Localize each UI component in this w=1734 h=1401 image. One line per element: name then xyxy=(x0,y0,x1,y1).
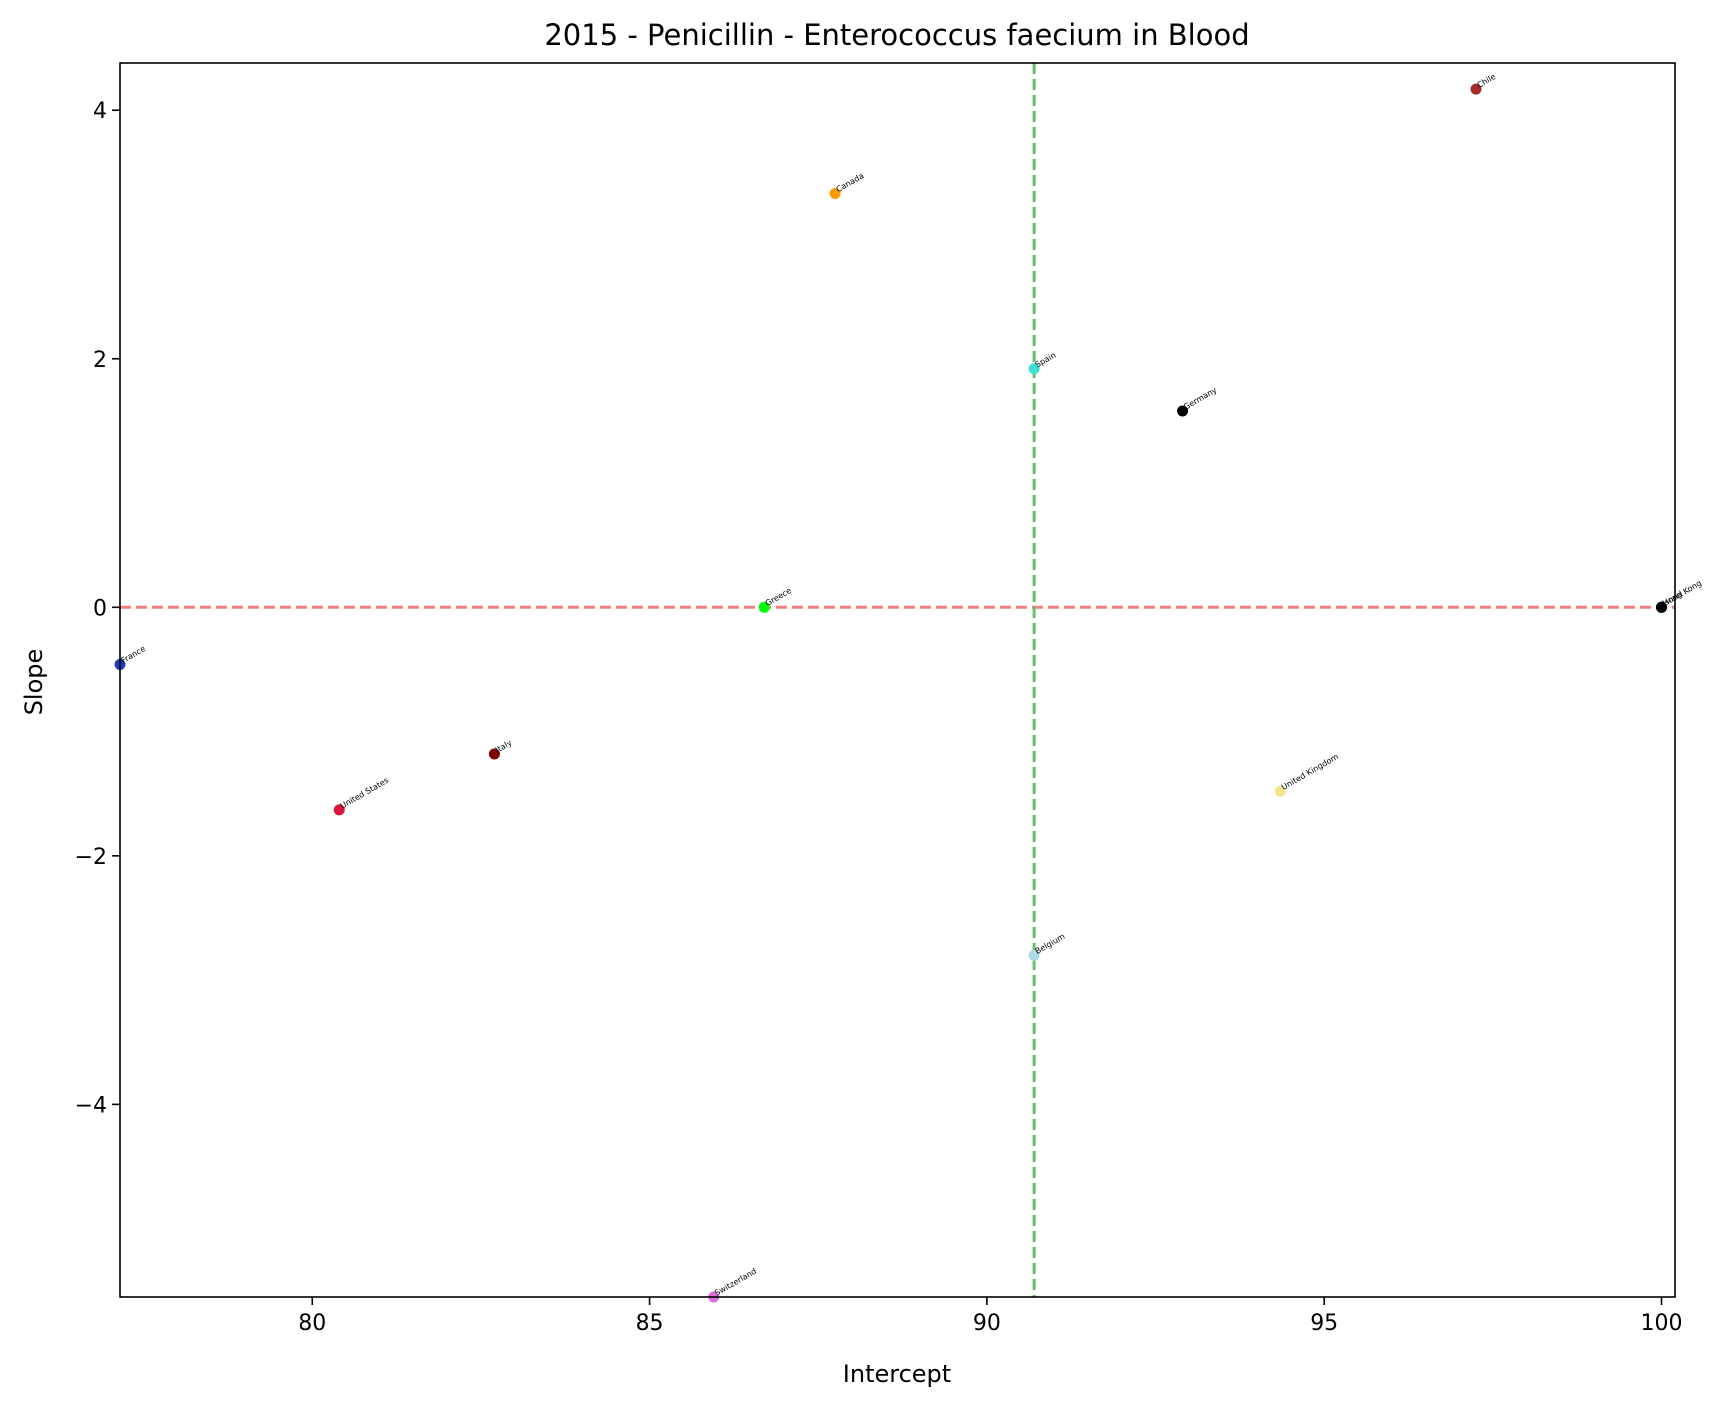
y-tick-label: 2 xyxy=(93,348,107,373)
data-point-israel xyxy=(1656,601,1668,613)
data-point-united-kingdom xyxy=(1274,785,1286,797)
x-tick-label: 95 xyxy=(1310,1311,1338,1336)
y-axis-label: Slope xyxy=(20,649,48,716)
y-tick-label: −4 xyxy=(75,1093,107,1118)
x-tick-label: 85 xyxy=(636,1311,664,1336)
x-tick-label: 100 xyxy=(1641,1311,1683,1336)
data-point-germany xyxy=(1177,405,1189,417)
data-point-belgium xyxy=(1028,949,1040,961)
y-tick-label: 4 xyxy=(93,99,107,124)
chart-title: 2015 - Penicillin - Enterococcus faecium… xyxy=(544,18,1249,52)
x-tick-label: 90 xyxy=(973,1311,1001,1336)
data-point-chile xyxy=(1470,83,1482,95)
data-point-united-states xyxy=(333,804,345,816)
data-point-canada xyxy=(829,187,841,199)
y-tick-label: 0 xyxy=(93,596,107,621)
y-tick-label: −2 xyxy=(75,845,107,870)
data-point-spain xyxy=(1028,363,1040,375)
data-point-italy xyxy=(488,748,500,760)
data-point-greece xyxy=(758,601,770,613)
x-tick-label: 80 xyxy=(298,1311,326,1336)
x-axis-label: Intercept xyxy=(843,1360,951,1388)
plot-frame xyxy=(119,62,1676,1298)
